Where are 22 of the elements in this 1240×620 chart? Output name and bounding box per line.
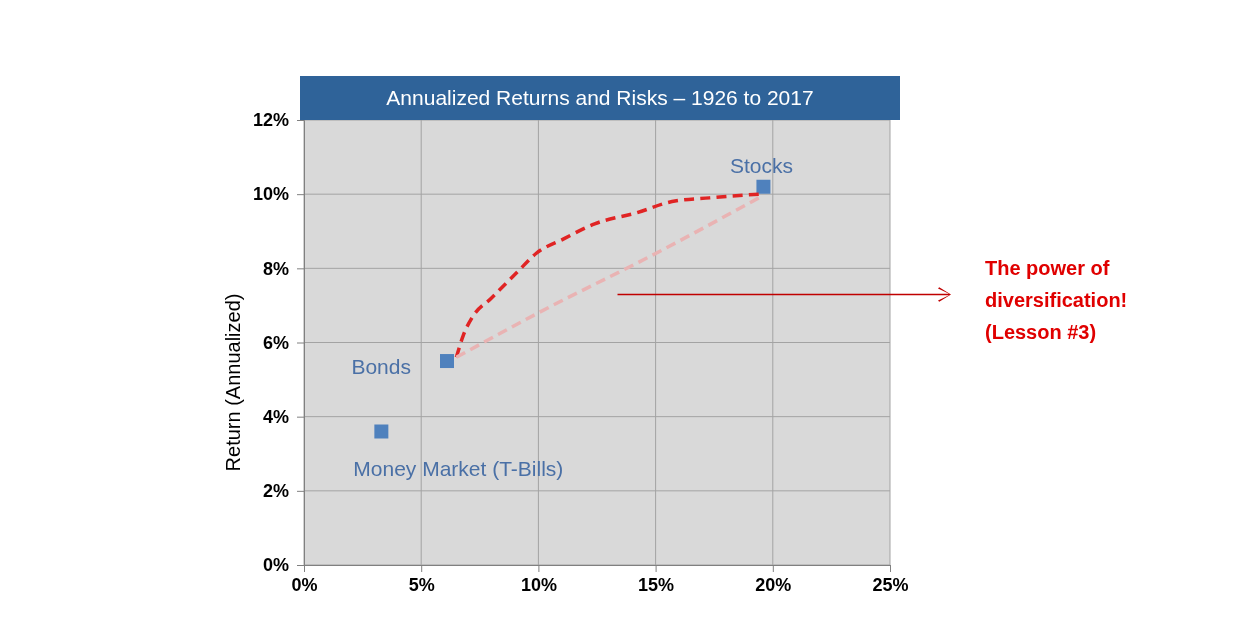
text: The power of diversification! (Lesson #3) xyxy=(985,257,1128,344)
y-tick-label: 12% xyxy=(252,110,289,131)
y-tick-label: 2% xyxy=(262,481,289,502)
point xyxy=(439,354,454,369)
series-label: Money Market (T-Bills) xyxy=(353,456,564,480)
y-tick-label: 4% xyxy=(262,406,289,427)
x-tick-label: 5% xyxy=(408,574,435,595)
chart-title: Annualized Returns and Risks – 1926 to 2017 xyxy=(386,86,814,109)
y-axis-title: Return (Annualized) xyxy=(222,293,244,472)
y-tick-label: 0% xyxy=(262,555,289,576)
x-tick-label: 20% xyxy=(755,574,792,595)
x-tick-label: 0% xyxy=(291,574,318,595)
y-tick-label: 8% xyxy=(262,258,289,279)
x-tick-label: 25% xyxy=(872,574,909,595)
point xyxy=(756,179,771,194)
point xyxy=(374,424,389,439)
y-tick-label: 10% xyxy=(252,184,289,205)
series-label: Bonds xyxy=(351,355,411,379)
x-tick-label: 10% xyxy=(520,574,557,595)
x-tick-label: 15% xyxy=(638,574,675,595)
y-tick-label: 6% xyxy=(262,332,289,353)
series-label: Stocks xyxy=(729,153,793,177)
